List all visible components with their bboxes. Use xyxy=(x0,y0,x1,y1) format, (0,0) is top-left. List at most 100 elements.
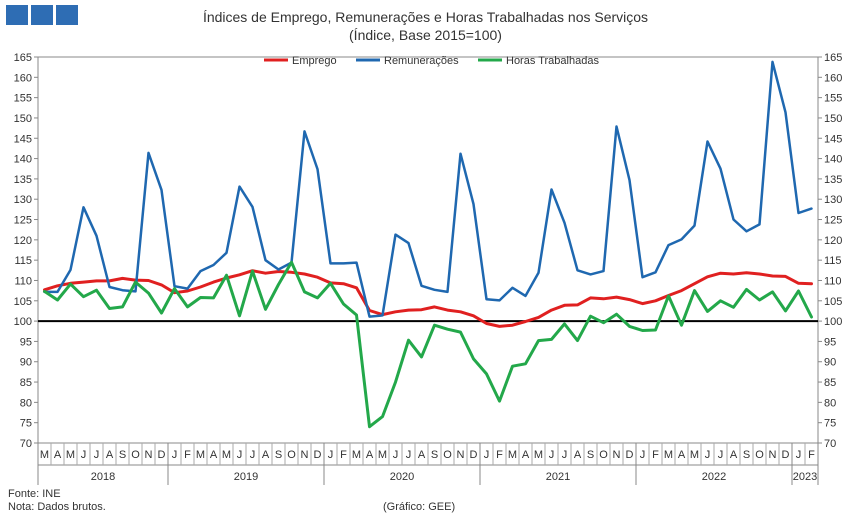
x-month-label: J xyxy=(406,449,412,461)
x-month-label: D xyxy=(782,449,790,461)
y-tick-label-right: 85 xyxy=(824,377,836,389)
x-month-label: M xyxy=(534,449,543,461)
y-tick-label-left: 110 xyxy=(14,275,32,287)
x-year-label: 2023 xyxy=(793,471,817,483)
x-month-label: M xyxy=(690,449,699,461)
x-month-label: A xyxy=(418,449,426,461)
y-tick-label-left: 85 xyxy=(20,377,32,389)
logo-square xyxy=(31,5,53,25)
x-month-label: F xyxy=(496,449,503,461)
y-tick-label-left: 105 xyxy=(14,296,32,308)
chart-credit: (Gráfico: GEE) xyxy=(383,501,456,513)
chart-subtitle: (Índice, Base 2015=100) xyxy=(349,27,502,43)
x-month-label: M xyxy=(66,449,75,461)
series-line-remunerações xyxy=(43,60,813,318)
x-month-label: M xyxy=(664,449,673,461)
x-month-label: D xyxy=(314,449,322,461)
x-month-label: A xyxy=(730,449,738,461)
x-month-label: A xyxy=(54,449,62,461)
x-month-label: M xyxy=(40,449,49,461)
x-month-label: J xyxy=(484,449,490,461)
y-tick-label-right: 105 xyxy=(824,296,842,308)
x-month-label: A xyxy=(106,449,114,461)
y-tick-label-right: 95 xyxy=(824,336,836,348)
y-tick-label-right: 160 xyxy=(824,72,842,84)
x-month-label: F xyxy=(340,449,347,461)
x-year-label: 2022 xyxy=(702,471,726,483)
series-line-emprego xyxy=(43,269,813,328)
x-year-label: 2021 xyxy=(546,471,570,483)
x-month-label: A xyxy=(522,449,530,461)
x-month-label: J xyxy=(328,449,334,461)
plot-frame xyxy=(37,56,819,444)
y-tick-label-right: 140 xyxy=(824,154,842,166)
x-month-label: D xyxy=(158,449,166,461)
y-tick-label-right: 125 xyxy=(824,215,842,227)
y-tick-label-right: 130 xyxy=(824,194,842,206)
x-month-label: J xyxy=(393,449,399,461)
y-tick-label-right: 70 xyxy=(824,438,836,450)
y-tick-label-right: 135 xyxy=(824,174,842,186)
x-month-label: J xyxy=(796,449,802,461)
x-month-label: D xyxy=(626,449,634,461)
y-tick-label-left: 90 xyxy=(20,357,32,369)
x-month-label: M xyxy=(222,449,231,461)
x-month-label: A xyxy=(678,449,686,461)
x-month-label: M xyxy=(378,449,387,461)
x-month-label: S xyxy=(743,449,750,461)
x-month-label: S xyxy=(587,449,594,461)
x-year-label: 2020 xyxy=(390,471,414,483)
chart-title: Índices de Emprego, Remunerações e Horas… xyxy=(202,9,649,25)
legend-label: Emprego xyxy=(292,55,337,67)
x-month-label: J xyxy=(705,449,711,461)
x-year-label: 2019 xyxy=(234,471,258,483)
logo xyxy=(6,5,78,25)
x-month-label: N xyxy=(301,449,309,461)
y-tick-label-left: 135 xyxy=(14,174,32,186)
x-month-label: J xyxy=(81,449,87,461)
y-tick-label-left: 165 xyxy=(14,52,32,64)
y-tick-label-right: 115 xyxy=(824,255,842,267)
x-month-label: O xyxy=(443,449,452,461)
x-month-label: D xyxy=(470,449,478,461)
x-month-label: J xyxy=(94,449,100,461)
y-tick-label-right: 75 xyxy=(824,418,836,430)
y-tick-label-left: 120 xyxy=(14,235,32,247)
source-note: Fonte: INE xyxy=(8,488,61,500)
x-month-label: O xyxy=(287,449,296,461)
legend-label: Horas Trabalhadas xyxy=(506,55,599,67)
x-month-label: J xyxy=(250,449,256,461)
x-month-label: N xyxy=(145,449,153,461)
x-month-label: A xyxy=(366,449,374,461)
series-line-horas-trabalhadas xyxy=(43,260,813,429)
y-tick-label-left: 155 xyxy=(14,93,32,105)
x-month-label: N xyxy=(769,449,777,461)
y-tick-label-left: 125 xyxy=(14,215,32,227)
x-month-label: O xyxy=(599,449,608,461)
y-tick-label-right: 150 xyxy=(824,113,842,125)
y-tick-label-left: 80 xyxy=(20,397,32,409)
x-month-label: O xyxy=(131,449,140,461)
x-month-label: M xyxy=(508,449,517,461)
y-tick-label-left: 70 xyxy=(20,438,32,450)
y-tick-label-right: 145 xyxy=(824,133,842,145)
x-year-label: 2018 xyxy=(91,471,115,483)
x-month-label: J xyxy=(562,449,568,461)
y-tick-label-right: 110 xyxy=(824,275,842,287)
x-month-label: J xyxy=(237,449,243,461)
x-month-label: S xyxy=(119,449,126,461)
y-tick-label-left: 95 xyxy=(20,336,32,348)
x-month-label: J xyxy=(172,449,178,461)
data-note: Nota: Dados brutos. xyxy=(8,501,106,513)
x-month-label: M xyxy=(196,449,205,461)
x-month-label: N xyxy=(613,449,621,461)
x-month-label: F xyxy=(652,449,659,461)
x-month-label: J xyxy=(718,449,724,461)
y-tick-label-left: 100 xyxy=(14,316,32,328)
y-tick-label-left: 115 xyxy=(14,255,32,267)
y-tick-label-right: 80 xyxy=(824,397,836,409)
x-month-label: A xyxy=(574,449,582,461)
y-tick-label-left: 130 xyxy=(14,194,32,206)
y-tick-label-right: 155 xyxy=(824,93,842,105)
